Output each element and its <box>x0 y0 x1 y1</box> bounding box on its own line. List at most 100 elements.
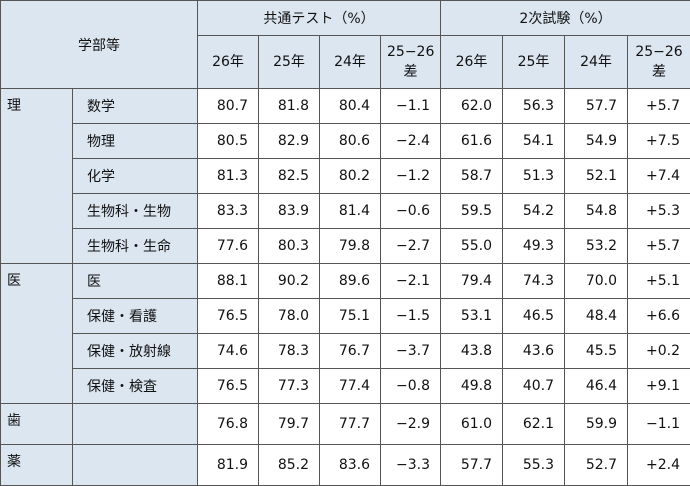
value-cell: 43.6 <box>503 334 565 369</box>
dept-cell: 保健・検査 <box>73 369 198 404</box>
dept-cell: 生物科・生物 <box>73 194 198 229</box>
group-header: 学部等 <box>1 1 198 89</box>
group-cell: 理 <box>1 89 73 264</box>
value-cell: 80.6 <box>320 124 381 159</box>
value-cell: 56.3 <box>503 89 565 124</box>
value-cell: 78.0 <box>259 299 320 334</box>
value-cell: 59.5 <box>441 194 503 229</box>
value-cell: 55.3 <box>503 445 565 486</box>
value-cell: 80.4 <box>320 89 381 124</box>
dept-cell <box>73 445 198 486</box>
value-cell: −0.6 <box>381 194 441 229</box>
value-cell: 54.1 <box>503 124 565 159</box>
value-cell: 90.2 <box>259 264 320 299</box>
value-cell: 77.7 <box>320 404 381 445</box>
value-cell: −1.2 <box>381 159 441 194</box>
value-cell: 55.0 <box>441 229 503 264</box>
value-cell: 77.3 <box>259 369 320 404</box>
value-cell: 62.1 <box>503 404 565 445</box>
value-cell: +0.2 <box>628 334 690 369</box>
value-cell: 77.6 <box>198 229 259 264</box>
value-cell: 79.7 <box>259 404 320 445</box>
column-header: 26年 <box>198 36 259 89</box>
dept-cell: 化学 <box>73 159 198 194</box>
value-cell: 54.8 <box>565 194 628 229</box>
value-cell: 40.7 <box>503 369 565 404</box>
section-header: 共通テスト（%） <box>198 1 441 36</box>
value-cell: +7.4 <box>628 159 690 194</box>
value-cell: 79.8 <box>320 229 381 264</box>
value-cell: 52.7 <box>565 445 628 486</box>
value-cell: 76.5 <box>198 299 259 334</box>
value-cell: −2.1 <box>381 264 441 299</box>
value-cell: 85.2 <box>259 445 320 486</box>
column-header: 24年 <box>320 36 381 89</box>
value-cell: 74.3 <box>503 264 565 299</box>
value-cell: 49.8 <box>441 369 503 404</box>
value-cell: −3.7 <box>381 334 441 369</box>
value-cell: 45.5 <box>565 334 628 369</box>
value-cell: 59.9 <box>565 404 628 445</box>
group-cell: 医 <box>1 264 73 404</box>
value-cell: −2.9 <box>381 404 441 445</box>
value-cell: 43.8 <box>441 334 503 369</box>
value-cell: 81.8 <box>259 89 320 124</box>
value-cell: 76.8 <box>198 404 259 445</box>
value-cell: 75.1 <box>320 299 381 334</box>
dept-cell: 保健・放射線 <box>73 334 198 369</box>
value-cell: −1.5 <box>381 299 441 334</box>
value-cell: 81.9 <box>198 445 259 486</box>
value-cell: 79.4 <box>441 264 503 299</box>
value-cell: +5.1 <box>628 264 690 299</box>
value-cell: −2.4 <box>381 124 441 159</box>
value-cell: 46.5 <box>503 299 565 334</box>
value-cell: 51.3 <box>503 159 565 194</box>
value-cell: 89.6 <box>320 264 381 299</box>
dept-cell: 生物科・生命 <box>73 229 198 264</box>
column-header: 25年 <box>503 36 565 89</box>
value-cell: −0.8 <box>381 369 441 404</box>
value-cell: 49.3 <box>503 229 565 264</box>
page: {"header":{"group_label":"学部等","sections… <box>0 0 690 473</box>
value-cell: 76.7 <box>320 334 381 369</box>
value-cell: 57.7 <box>565 89 628 124</box>
section-header: 2次試験（%） <box>441 1 690 36</box>
value-cell: 80.2 <box>320 159 381 194</box>
value-cell: +5.3 <box>628 194 690 229</box>
value-cell: 57.7 <box>441 445 503 486</box>
value-cell: 80.5 <box>198 124 259 159</box>
value-cell: 46.4 <box>565 369 628 404</box>
value-cell: 48.4 <box>565 299 628 334</box>
value-cell: 81.3 <box>198 159 259 194</box>
value-cell: 83.9 <box>259 194 320 229</box>
value-cell: −2.7 <box>381 229 441 264</box>
value-cell: +7.5 <box>628 124 690 159</box>
value-cell: 53.1 <box>441 299 503 334</box>
value-cell: 81.4 <box>320 194 381 229</box>
value-cell: 80.7 <box>198 89 259 124</box>
value-cell: 58.7 <box>441 159 503 194</box>
value-cell: 61.6 <box>441 124 503 159</box>
dept-cell: 保健・看護 <box>73 299 198 334</box>
column-header: 25年 <box>259 36 320 89</box>
value-cell: +5.7 <box>628 229 690 264</box>
value-cell: 83.6 <box>320 445 381 486</box>
value-cell: −1.1 <box>628 404 690 445</box>
value-cell: 83.3 <box>198 194 259 229</box>
value-cell: 62.0 <box>441 89 503 124</box>
value-cell: 74.6 <box>198 334 259 369</box>
value-cell: −3.3 <box>381 445 441 486</box>
column-header: 24年 <box>565 36 628 89</box>
